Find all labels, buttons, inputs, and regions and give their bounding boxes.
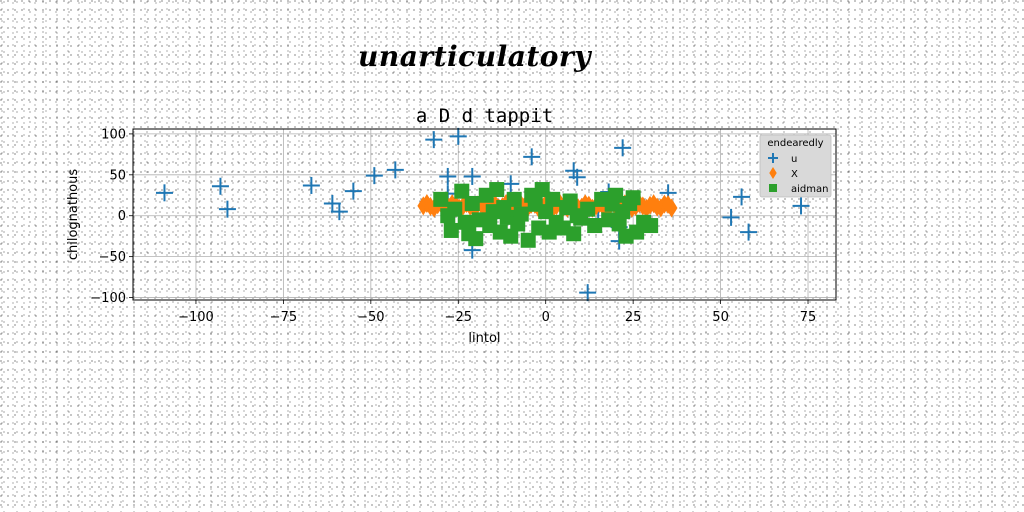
- u-point: [733, 188, 751, 206]
- series-aidman: [433, 182, 659, 248]
- aidman-point: [433, 191, 449, 207]
- X-point: [665, 198, 678, 218]
- u-point: [722, 208, 740, 226]
- legend-marker-u: [768, 153, 778, 163]
- u-point: [302, 176, 320, 194]
- y-tick-label: −50: [99, 250, 126, 265]
- aidman-point: [464, 195, 480, 211]
- x-tick-label: 50: [712, 310, 729, 325]
- aidman-point: [503, 228, 519, 244]
- aidman-point: [506, 191, 522, 207]
- y-tick-label: −100: [90, 291, 126, 306]
- legend-label-u: u: [791, 154, 797, 165]
- legend-title: endearedly: [767, 138, 823, 149]
- x-tick-label: 25: [625, 310, 642, 325]
- aidman-point: [520, 232, 536, 248]
- aidman-point: [580, 201, 596, 217]
- axis-ticks: −100 −75 −50 −25 0 25 50 75 −100 −50 0 50 100: [90, 127, 816, 325]
- aidman-point: [562, 193, 578, 209]
- x-axis-label: lintol: [468, 331, 500, 346]
- legend-label-aidman: aidman: [791, 184, 828, 195]
- aidman-point: [643, 218, 659, 234]
- aidman-point: [489, 182, 505, 198]
- aidman-point: [454, 183, 470, 199]
- u-point: [463, 167, 481, 185]
- y-tick-label: 100: [101, 127, 126, 142]
- u-point: [344, 182, 362, 200]
- x-tick-label: 0: [542, 310, 550, 325]
- u-point: [439, 167, 457, 185]
- u-point: [211, 177, 229, 195]
- banner-title: unarticulatory: [358, 40, 591, 73]
- aidman-point: [545, 191, 561, 207]
- y-tick-label: 50: [109, 168, 126, 183]
- y-axis-label: chilognathous: [66, 169, 81, 261]
- aidman-point: [447, 201, 463, 217]
- legend-label-X: X: [791, 169, 798, 180]
- legend-marker-aidman: [769, 184, 777, 192]
- aidman-point: [457, 214, 473, 230]
- u-point: [218, 200, 236, 218]
- u-point: [614, 139, 632, 157]
- aidman-point: [513, 206, 529, 222]
- aidman-point: [443, 222, 459, 238]
- u-point: [330, 203, 348, 221]
- u-point: [386, 161, 404, 179]
- x-tick-label: −75: [270, 310, 297, 325]
- legend-marker-X: [769, 167, 777, 179]
- plot-frame: [132, 128, 837, 301]
- x-tick-label: −100: [178, 310, 214, 325]
- u-point: [792, 197, 810, 215]
- u-point: [365, 167, 383, 185]
- u-point: [502, 175, 520, 193]
- x-tick-label: −25: [445, 310, 472, 325]
- aidman-point: [608, 187, 624, 203]
- u-point: [523, 148, 541, 166]
- u-point: [155, 184, 173, 202]
- u-point: [579, 284, 597, 302]
- aidman-point: [625, 190, 641, 206]
- chart-marks: [155, 127, 810, 302]
- u-point: [740, 223, 758, 241]
- aidman-point: [468, 231, 484, 247]
- u-point: [323, 194, 341, 212]
- legend-box: [759, 134, 832, 198]
- x-tick-label: −50: [357, 310, 384, 325]
- u-point: [425, 131, 443, 149]
- y-tick-label: 0: [118, 209, 126, 224]
- u-point: [568, 168, 586, 186]
- aidman-point: [587, 218, 603, 234]
- x-tick-label: 75: [800, 310, 817, 325]
- aidman-point: [566, 226, 582, 242]
- chart-title: a D d tappit: [416, 105, 553, 127]
- aidman-point: [611, 216, 627, 232]
- u-point: [449, 127, 467, 145]
